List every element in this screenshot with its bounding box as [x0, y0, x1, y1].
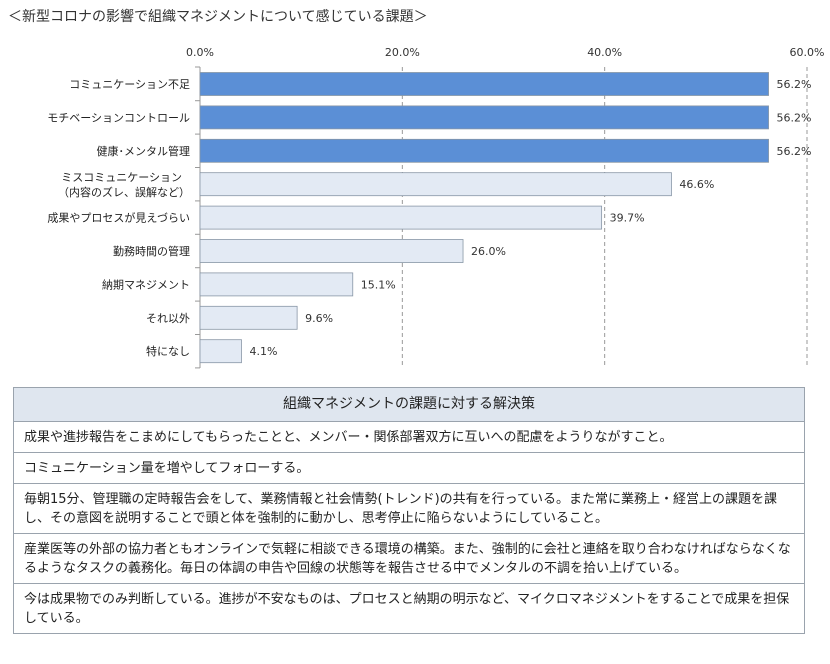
solution-item: 今は成果物でのみ判断している。進捗が不安なものは、プロセスと納期の明示など、マイ… [14, 583, 804, 633]
data-label: 4.1% [249, 345, 277, 358]
y-tick-label: コミュニケーション不足 [69, 78, 190, 91]
bar [199, 172, 672, 197]
x-tick-label: 40.0% [587, 46, 622, 59]
y-tick-label: 特になし [146, 344, 190, 358]
y-tick-label: 成果やプロセスが見えづらい [47, 211, 190, 225]
y-tick-label: （内容のズレ、誤解など） [58, 185, 190, 199]
bar [199, 305, 298, 330]
bar [199, 272, 354, 297]
y-tick-label: 健康･メンタル管理 [97, 144, 191, 158]
data-label: 15.1% [361, 278, 396, 291]
x-tick-label: 60.0% [790, 46, 825, 59]
solution-item: 毎朝15分、管理職の定時報告会をして、業務情報と社会情勢(トレンド)の共有を行っ… [14, 483, 804, 533]
bar [199, 105, 769, 130]
x-tick-label: 0.0% [186, 46, 214, 59]
data-label: 26.0% [471, 245, 506, 258]
solutions-header: 組織マネジメントの課題に対する解決策 [14, 388, 804, 422]
y-tick-label: それ以外 [146, 312, 190, 325]
bar [199, 339, 242, 364]
data-label: 46.6% [679, 178, 714, 191]
solution-item: コミュニケーション量を増やしてフォローする。 [14, 452, 804, 483]
data-label: 39.7% [610, 212, 645, 225]
y-tick-label: 勤務時間の管理 [113, 244, 190, 258]
solutions-list: 成果や進捗報告をこまめにしてもらったことと、メンバー・関係部署双方に互いへの配慮… [14, 422, 804, 633]
bar [199, 239, 464, 263]
y-tick-label: 納期マネジメント [102, 278, 190, 291]
bar-chart: 0.0% 20.0% 40.0% 60.0% 56.2% コミュニケーション不足 56.2%… [47, 46, 825, 369]
chart-title: ＜新型コロナの影響で組織マネジメントについて感じている課題＞ [8, 9, 428, 25]
y-tick-label: ミスコミュニケーション [61, 171, 182, 184]
data-label: 56.2% [777, 78, 812, 91]
x-tick-label: 20.0% [385, 46, 420, 59]
bar [199, 205, 603, 230]
y-tick-label: モチベーションコントロール [47, 111, 190, 124]
data-label: 56.2% [777, 111, 812, 124]
bar [199, 138, 769, 163]
solution-item: 産業医等の外部の協力者ともオンラインで気軽に相談できる環境の構築。また、強制的に… [14, 533, 804, 583]
solution-item: 成果や進捗報告をこまめにしてもらったことと、メンバー・関係部署双方に互いへの配慮… [24, 430, 673, 445]
bar [199, 72, 769, 96]
data-label: 56.2% [777, 145, 812, 158]
data-label: 9.6% [305, 312, 333, 325]
solutions-table: 組織マネジメントの課題に対する解決策 成果や進捗報告をこまめにしてもらったことと… [13, 387, 805, 634]
